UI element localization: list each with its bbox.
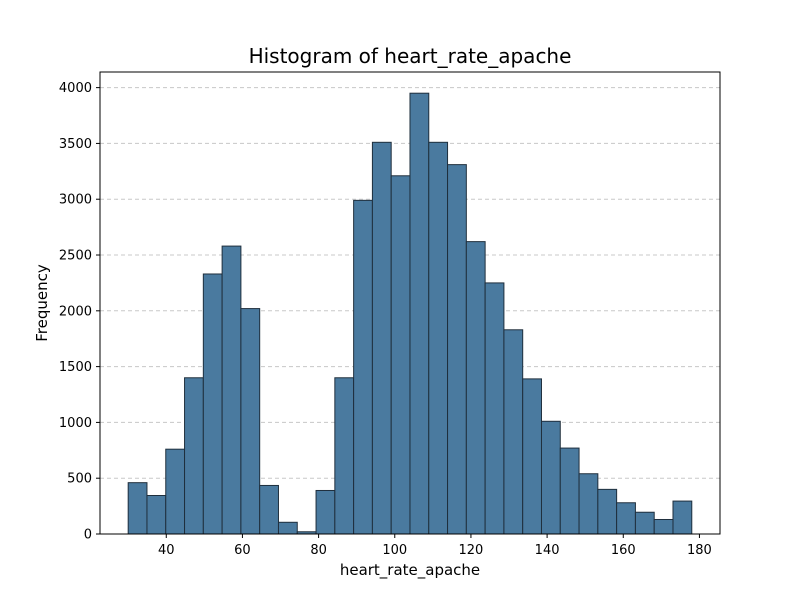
histogram-bar — [371, 141, 392, 535]
histogram-bar — [127, 482, 148, 535]
histogram-bar — [184, 377, 204, 535]
histogram-bar — [221, 245, 242, 535]
x-tick-label: 120 — [459, 543, 484, 558]
histogram-bar — [315, 489, 336, 535]
x-tick-label: 180 — [687, 543, 712, 558]
histogram-bar — [240, 308, 261, 535]
y-axis-label: Frequency — [33, 264, 51, 342]
y-tick-label: 3500 — [59, 137, 92, 152]
x-tick-label: 160 — [611, 543, 636, 558]
histogram-bar — [409, 92, 430, 535]
histogram-bar — [277, 521, 298, 535]
histogram-bar — [334, 377, 355, 535]
histogram-bar — [672, 500, 693, 535]
histogram-bar — [465, 241, 486, 535]
y-tick-label: 500 — [67, 472, 92, 487]
histogram-bar — [503, 329, 524, 535]
y-tick-label: 0 — [84, 528, 92, 543]
x-tick-label: 140 — [535, 543, 560, 558]
histogram-bar — [597, 488, 618, 535]
x-tick-label: 80 — [310, 543, 327, 558]
histogram-bar — [653, 518, 674, 535]
histogram-bar — [522, 378, 542, 535]
histogram-bar — [428, 141, 449, 535]
histogram-bar — [390, 175, 411, 535]
plot-frame — [99, 71, 721, 535]
histogram-bar — [540, 420, 561, 535]
x-axis-ticks: 40 60 80 100 120 140 160 180 — [158, 534, 712, 558]
y-tick-label: 2500 — [59, 249, 92, 264]
y-tick-label: 2000 — [59, 304, 92, 319]
y-tick-label: 4000 — [59, 81, 92, 96]
y-axis-ticks: 0 500 1000 1500 2000 2500 3000 3500 4000 — [59, 81, 100, 543]
x-axis-label: heart_rate_apache — [340, 561, 480, 580]
histogram-bar — [202, 273, 223, 535]
histogram-bar — [353, 199, 373, 535]
histogram-bar — [578, 473, 599, 535]
x-tick-label: 100 — [382, 543, 407, 558]
y-tick-label: 3000 — [59, 193, 92, 208]
y-tick-label: 1000 — [59, 416, 92, 431]
histogram-bar — [146, 495, 167, 535]
histogram-bar — [616, 502, 636, 535]
bars — [127, 92, 693, 535]
histogram-bar — [447, 164, 467, 535]
histogram-bar — [634, 511, 655, 535]
chart-title: Histogram of heart_rate_apache — [249, 44, 572, 68]
histogram-bar — [259, 484, 279, 535]
histogram-bar — [165, 448, 186, 535]
x-tick-label: 40 — [158, 543, 175, 558]
histogram-bar — [559, 447, 580, 535]
x-tick-label: 60 — [234, 543, 251, 558]
histogram-bar — [484, 282, 505, 535]
y-tick-label: 1500 — [59, 360, 92, 375]
